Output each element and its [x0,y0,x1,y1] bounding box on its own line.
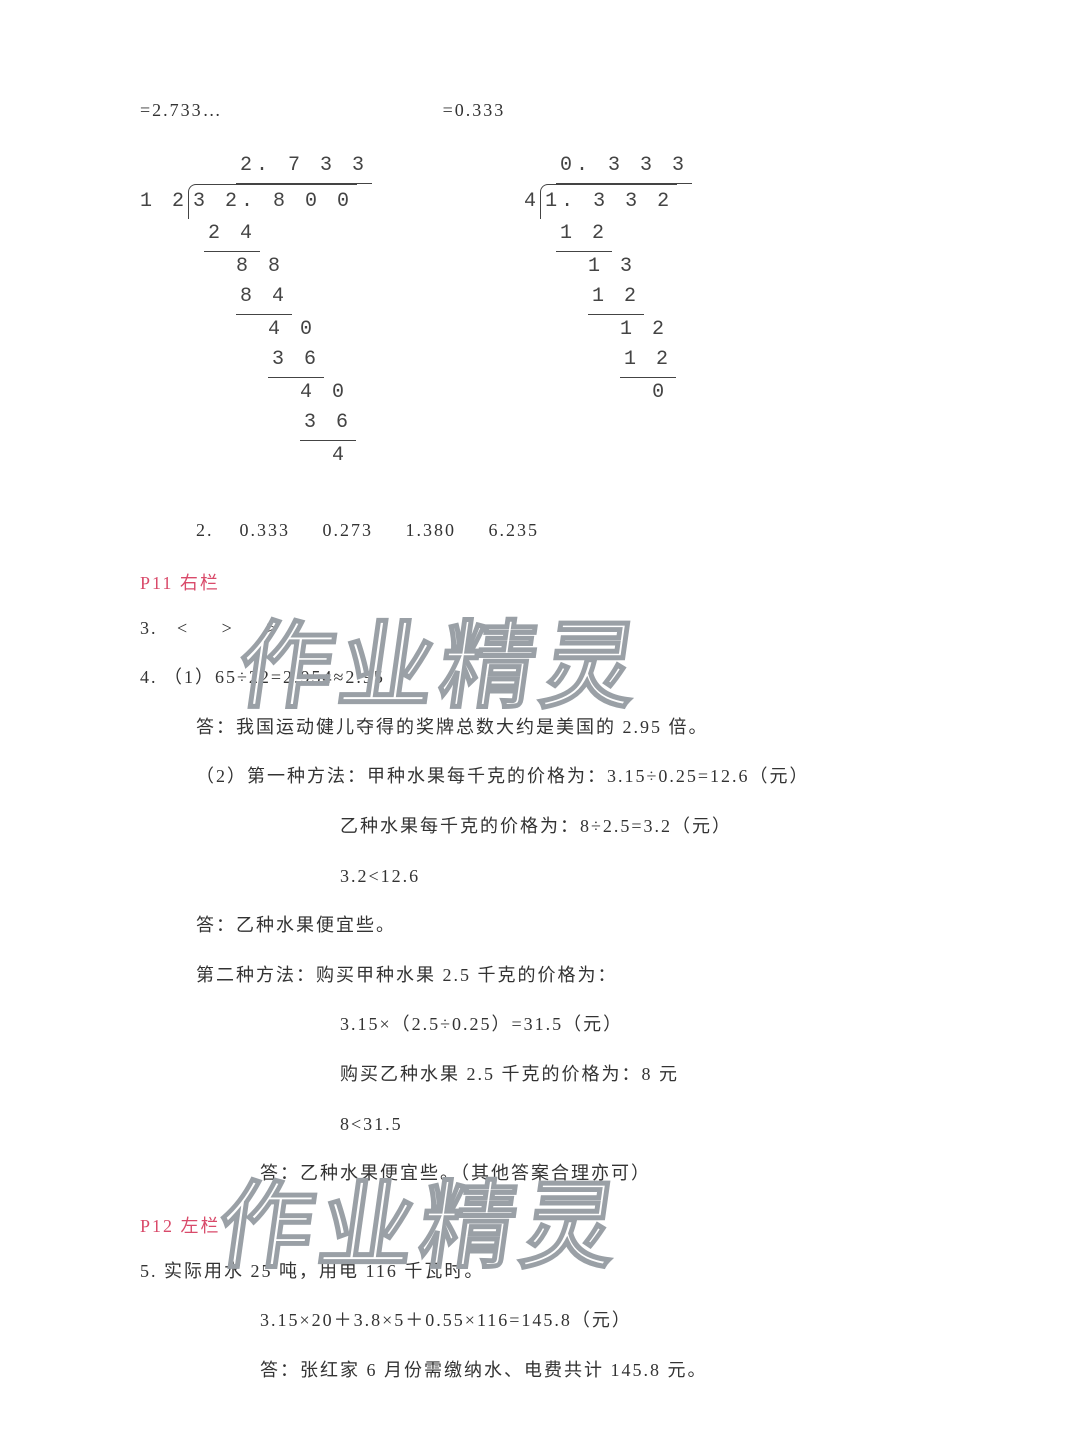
item-4-p2-m1-ans: 答：乙种水果便宜些。 [140,906,932,946]
result-left: =2.733… [140,100,223,121]
item-2-val: 0.333 [240,520,291,540]
ld-left-step: 2 4 [204,219,260,252]
item-5-label: 5. [140,1261,158,1281]
item-3: 3. < > > [140,609,932,649]
long-division-right: 0. 3 3 3 41. 3 3 2 1 2 1 3 1 2 1 2 1 2 0 [492,151,692,471]
ld-left-step: 4 0 [300,381,348,404]
ld-right-step: 1 2 [556,219,612,252]
item-4-label: 4. [140,667,158,687]
ld-left-step: 3 6 [300,408,356,441]
item-2-val: 0.273 [323,520,374,540]
ld-right-step: 0 [652,381,668,404]
item-4-p2-m2d: 8<31.5 [140,1105,932,1145]
item-4-p2-m1b: 乙种水果每千克的价格为：8÷2.5=3.2（元） [140,807,932,847]
ld-right-step: 1 2 [620,318,668,341]
ld-right-step: 1 2 [588,282,644,315]
result-right: =0.333 [443,100,506,121]
ld-right-quotient: 0. 3 3 3 [556,151,692,184]
ld-left-dividend: 3 2. 8 0 0 [188,184,357,219]
item-2: 2. 0.333 0.273 1.380 6.235 [140,511,932,551]
ld-left-step: 3 6 [268,345,324,378]
item-3-sym: > [266,618,278,638]
item-5-line1-text: 实际用水 25 吨，用电 116 千瓦时。 [164,1261,484,1281]
item-4-p1-expr-text: （1）65÷22=2.954≈2.95 [164,667,385,687]
item-3-sym: < [177,618,189,638]
item-4-p2-m2c: 购买乙种水果 2.5 千克的价格为：8 元 [140,1055,932,1095]
ld-right-step: 1 3 [588,255,636,278]
item-4-p2-m1c: 3.2<12.6 [140,857,932,897]
item-2-val: 1.380 [406,520,457,540]
item-5-line1: 5. 实际用水 25 吨，用电 116 千瓦时。 [140,1252,932,1292]
item-5-line3: 答：张红家 6 月份需缴纳水、电费共计 145.8 元。 [140,1351,932,1391]
item-4-p2-m2a: 第二种方法：购买甲种水果 2.5 千克的价格为： [140,956,932,996]
item-4-p1-ans: 答：我国运动健儿夺得的奖牌总数大约是美国的 2.95 倍。 [140,708,932,748]
ld-left-quotient: 2. 7 3 3 [236,151,372,184]
item-3-sym: > [222,618,234,638]
ld-right-divisor: 4 [524,190,540,213]
section-p11-header: P11 右栏 [140,569,932,595]
item-4-p1-expr: 4. （1）65÷22=2.954≈2.95 [140,658,932,698]
item-5-line2: 3.15×20＋3.8×5＋0.55×116=145.8（元） [140,1301,932,1341]
ld-left-divisor: 1 2 [140,190,188,213]
item-3-label: 3. [140,618,158,638]
ld-left-step: 4 0 [268,318,316,341]
ld-left-step: 8 8 [236,255,284,278]
ld-right-step: 1 2 [620,345,676,378]
item-4-p2-m2-ans: 答：乙种水果便宜些。（其他答案合理亦可） [140,1154,932,1194]
section-p12-header: P12 左栏 [140,1212,932,1238]
item-2-val: 6.235 [489,520,540,540]
item-4-p2-m1a: （2）第一种方法：甲种水果每千克的价格为：3.15÷0.25=12.6（元） [140,757,932,797]
ld-right-dividend: 1. 3 3 2 [540,184,677,219]
ld-left-step: 8 4 [236,282,292,315]
ld-left-step: 4 [332,444,348,467]
item-4-p2-m2b: 3.15×（2.5÷0.25）=31.5（元） [140,1005,932,1045]
top-results-row: =2.733… =0.333 [140,100,932,121]
long-division-row: 2. 7 3 3 1 23 2. 8 0 0 2 4 8 8 8 4 4 0 3… [140,151,932,471]
long-division-left: 2. 7 3 3 1 23 2. 8 0 0 2 4 8 8 8 4 4 0 3… [140,151,372,471]
item-2-label: 2. [196,520,214,540]
